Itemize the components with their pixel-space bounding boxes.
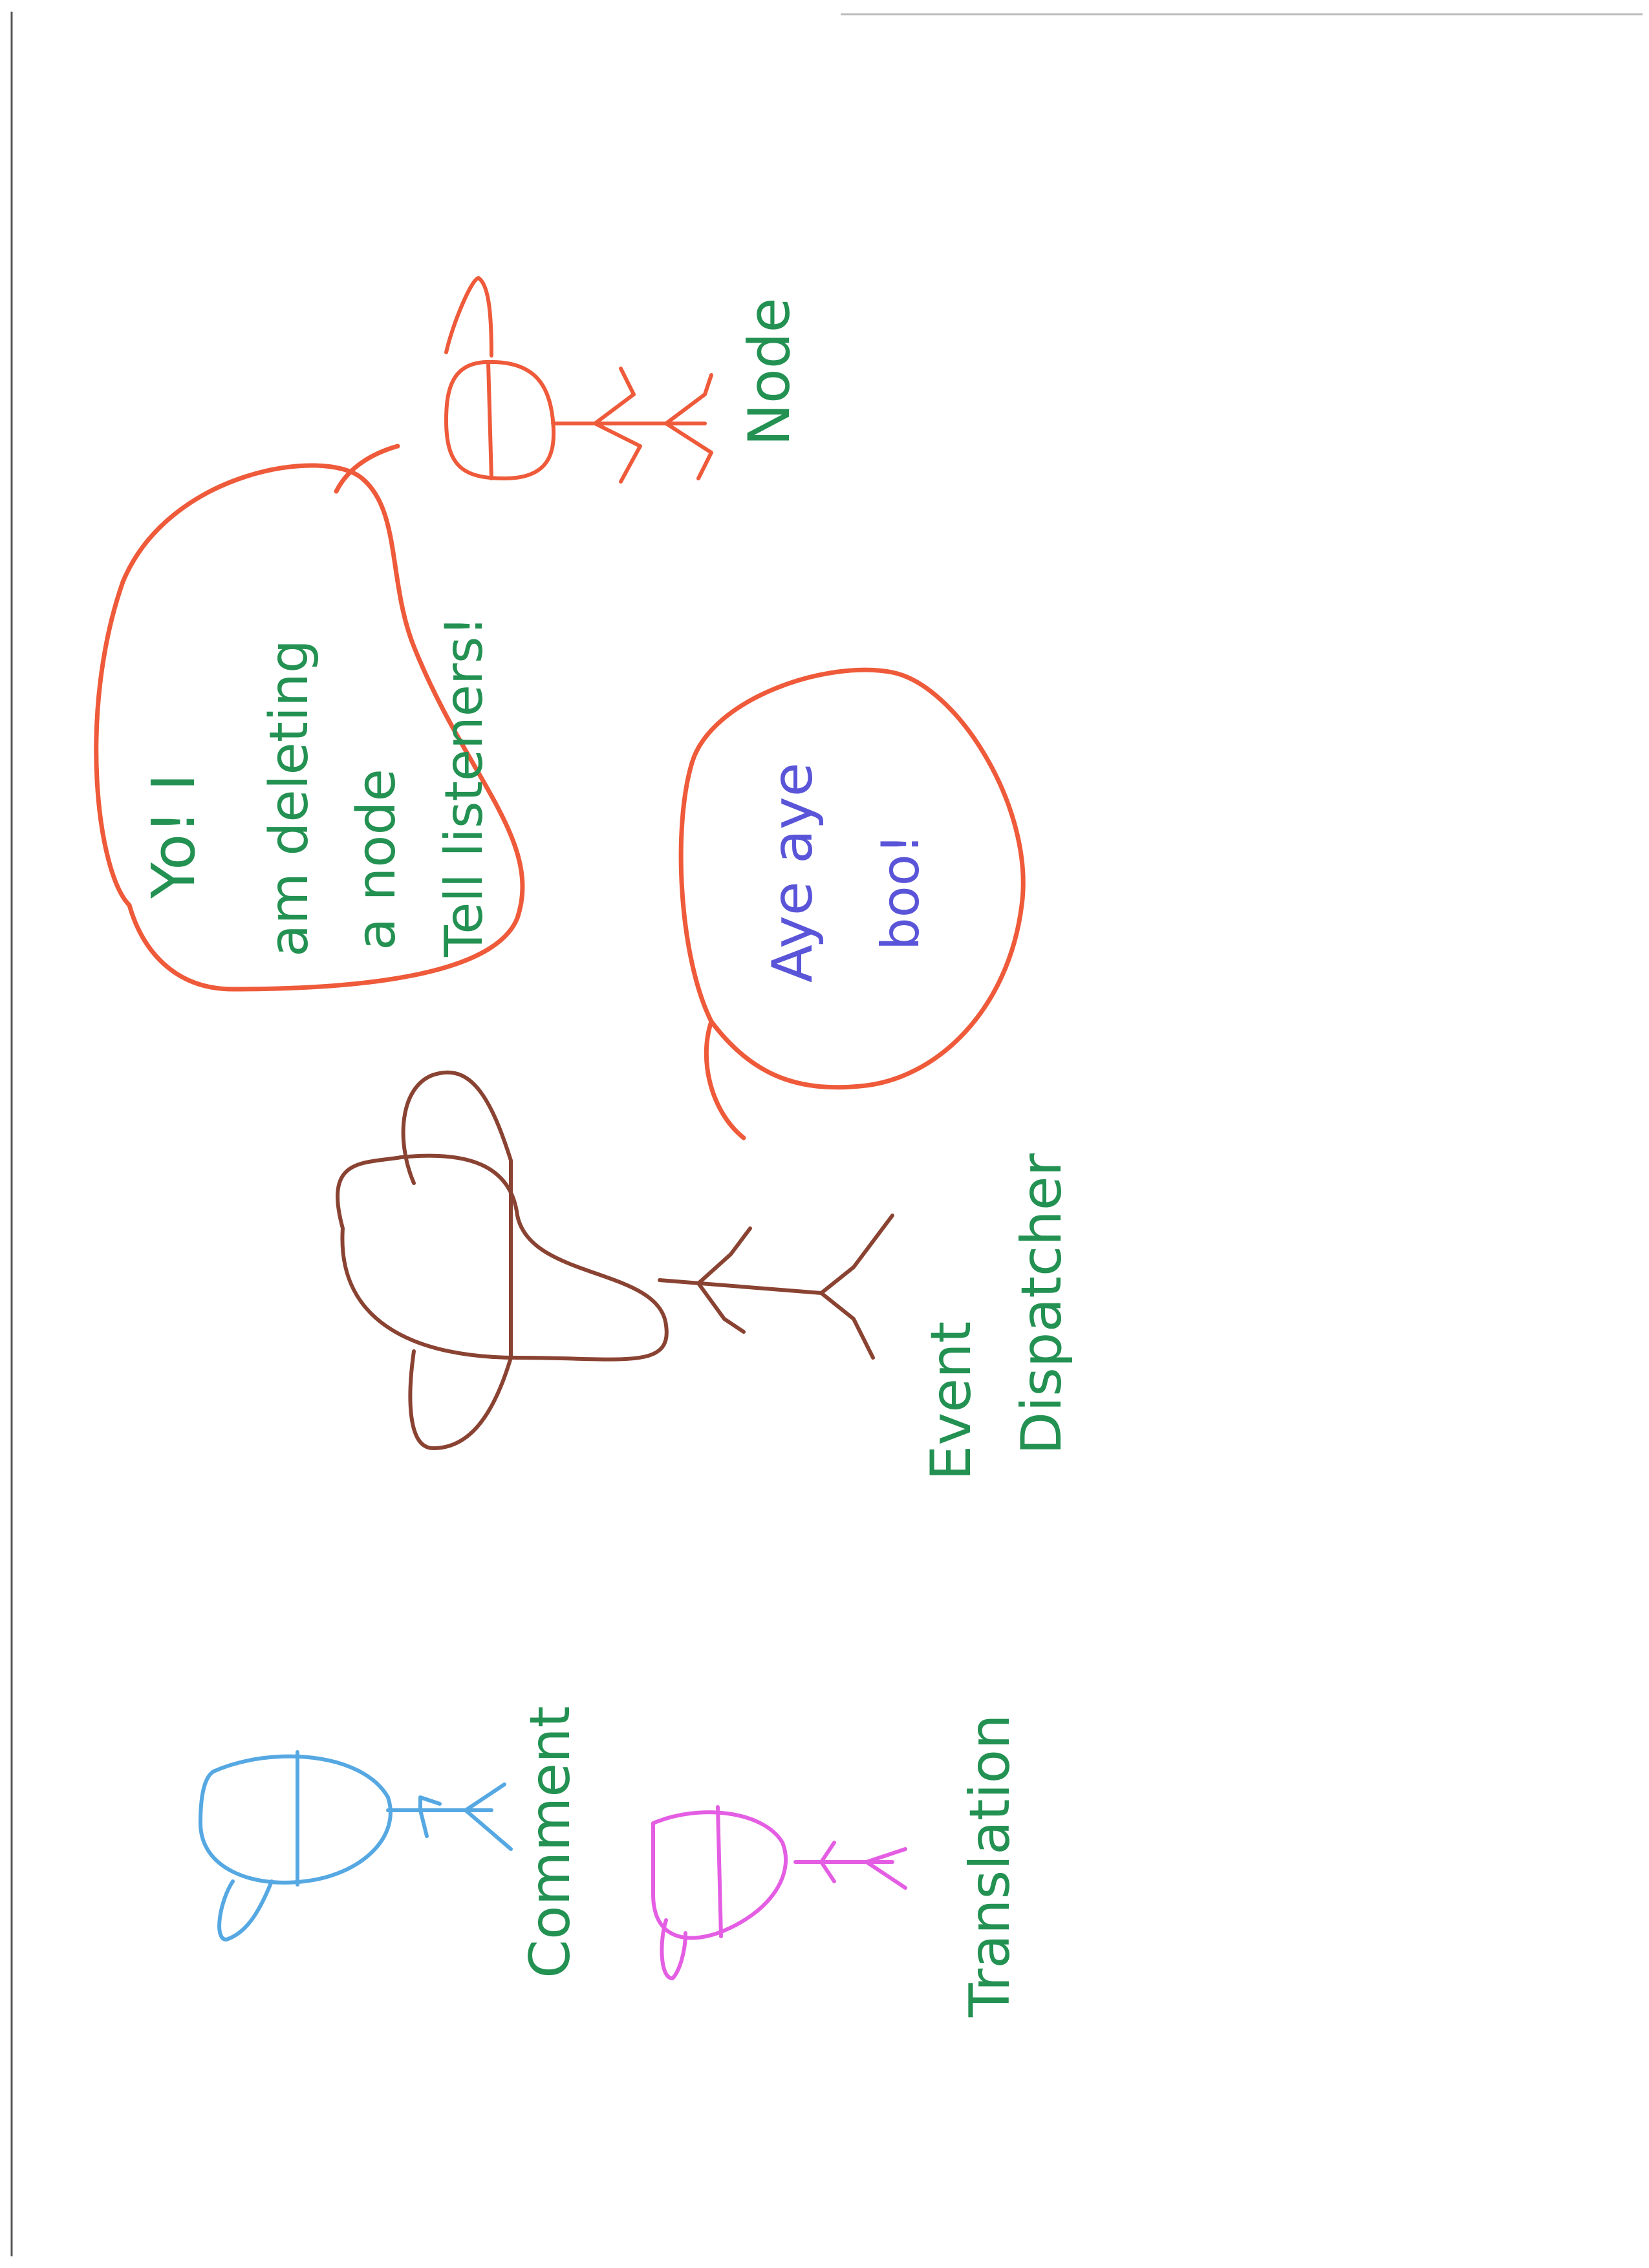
dispatcher-head (336, 1153, 669, 1362)
event-dispatcher-label-line2: Dispatcher (1009, 1153, 1074, 1455)
dispatcher-ear-top (401, 1070, 513, 1185)
comment-head (199, 1754, 393, 1885)
translation-leg-left (865, 1847, 907, 1864)
dispatcher-arm-left (696, 1226, 752, 1285)
translation-head (651, 1810, 788, 1940)
translation-label: Translation (958, 1714, 1022, 2018)
speech-bubble-dispatcher-tail (334, 444, 400, 494)
translation-head-divider (716, 1805, 723, 1938)
dispatcher-leg-left (819, 1214, 894, 1295)
dispatcher-body (658, 1278, 823, 1295)
node-head (444, 359, 556, 480)
reply-speech-line2: boo! (870, 833, 931, 950)
dispatcher-leg-right (819, 1291, 875, 1360)
comment-arm-right (418, 1808, 429, 1838)
comment-arm-left (418, 1795, 442, 1812)
node-leg-right (664, 422, 713, 480)
node-figure (444, 276, 713, 484)
translation-leg-right (865, 1860, 907, 1890)
reply-speech-line1: Aye aye (760, 762, 825, 983)
translation-ear (660, 1918, 687, 1980)
node-leg-left (664, 373, 713, 425)
scan-edges (10, 12, 1643, 2256)
translation-figure (651, 1805, 907, 1980)
translation-arm-left (819, 1841, 836, 1864)
speech-bubble-reply-tail (704, 1019, 746, 1140)
comment-figure (199, 1750, 513, 1942)
node-head-divider (486, 360, 493, 480)
dispatcher-speech-line2: am deleting (259, 639, 320, 957)
dispatcher-ear-bottom (408, 1349, 513, 1450)
comment-leg-left (464, 1782, 506, 1812)
dispatcher-speech-line1: Yo! I (139, 773, 208, 899)
comment-label: Comment (518, 1706, 583, 1978)
node-arm-left (593, 367, 636, 425)
speech-bubble-dispatcher (94, 463, 525, 992)
dispatcher-arm-right (696, 1281, 746, 1334)
node-ear (444, 276, 493, 358)
translation-arm-right (819, 1860, 836, 1883)
dispatcher-speech-line3: a node (346, 769, 407, 950)
node-arm-right (593, 422, 642, 484)
event-dispatcher-label-line1: Event (919, 1321, 984, 1481)
node-label: Node (736, 297, 803, 446)
speech-bubble-reply (678, 667, 1026, 1090)
comment-leg-right (464, 1808, 513, 1851)
comment-ear (217, 1879, 274, 1942)
dispatcher-speech-line4: Tell listeners! (434, 615, 494, 957)
event-dispatcher-figure (336, 1070, 894, 1450)
